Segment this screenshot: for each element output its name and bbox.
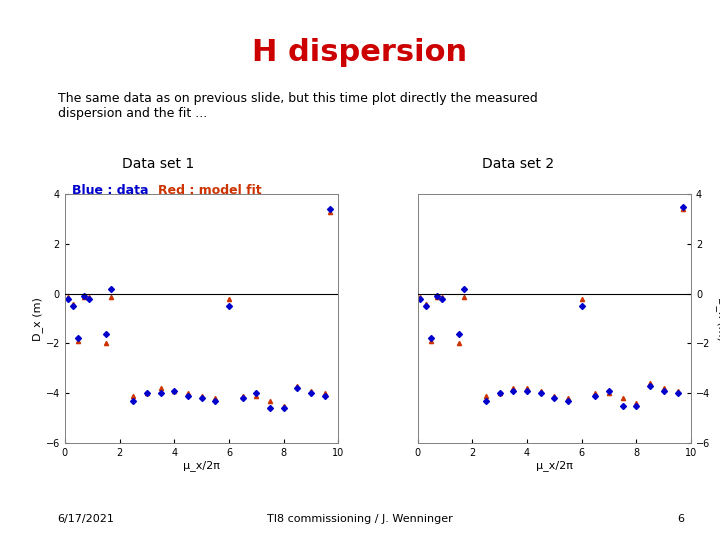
X-axis label: μ_x/2π: μ_x/2π <box>183 461 220 471</box>
Text: The same data as on previous slide, but this time plot directly the measured
dis: The same data as on previous slide, but … <box>58 92 537 120</box>
Text: H dispersion: H dispersion <box>253 38 467 67</box>
Text: 6: 6 <box>677 514 684 524</box>
Text: Blue : data: Blue : data <box>72 184 148 197</box>
X-axis label: μ_x/2π: μ_x/2π <box>536 461 573 471</box>
Text: TI8 commissioning / J. Wenninger: TI8 commissioning / J. Wenninger <box>267 514 453 524</box>
Y-axis label: D_x (m): D_x (m) <box>32 296 42 341</box>
Y-axis label: D_x (m): D_x (m) <box>716 296 720 341</box>
Text: Data set 1: Data set 1 <box>122 157 194 171</box>
Text: Red : model fit: Red : model fit <box>158 184 262 197</box>
Text: Data set 2: Data set 2 <box>482 157 554 171</box>
Text: 6/17/2021: 6/17/2021 <box>58 514 114 524</box>
